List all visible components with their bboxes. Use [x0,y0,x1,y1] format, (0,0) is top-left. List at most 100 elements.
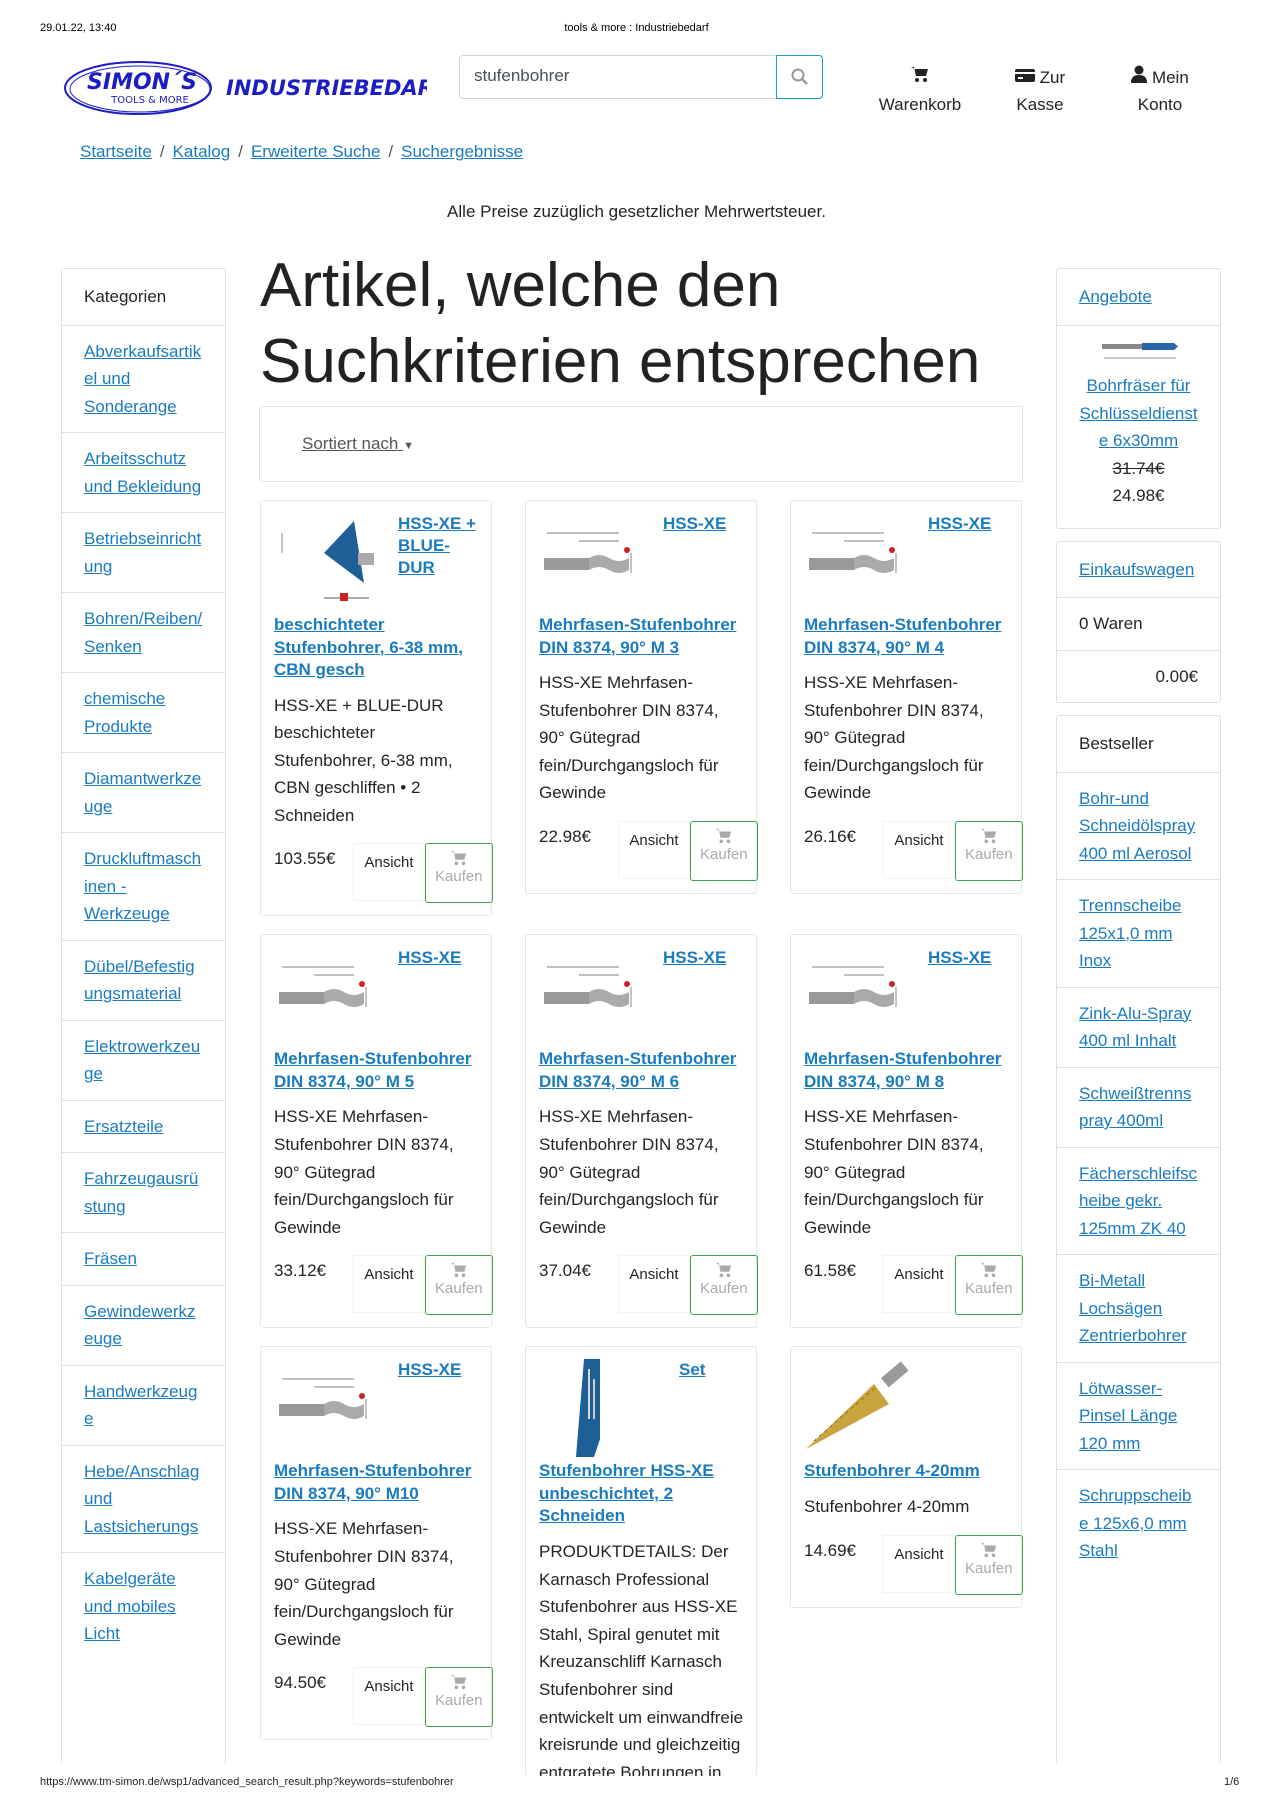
category-link[interactable]: Gewindewerkzeuge [84,1301,196,1349]
site-logo[interactable]: SIMON´S TOOLS & MORE INDUSTRIEBEDARF [62,58,449,118]
product-title-link[interactable]: Mehrfasen-Stufenbohrer DIN 8374, 90° M 8 [804,1049,1002,1091]
product-title-link[interactable]: Stufenbohrer 4-20mm [804,1461,980,1481]
product-tag-link[interactable]: HSS-XE [928,948,992,968]
product-title-link[interactable]: Mehrfasen-Stufenbohrer DIN 8374, 90° M 3 [539,615,737,657]
buy-button[interactable]: Kaufen [954,1534,1023,1595]
product-price: 14.69€ [804,1540,856,1560]
sidebar-category-item: Ersatzteile [62,1101,225,1153]
user-icon [1131,65,1148,83]
product-image-blue-cone[interactable] [274,513,394,613]
breadcrumb-erweiterte-suche[interactable]: Erweiterte Suche [250,142,381,161]
product-tag-link[interactable]: HSS-XE [398,948,462,968]
category-link[interactable]: Arbeitsschutz und Bekleidung [84,449,202,496]
product-tag-link[interactable]: HSS-XE [663,948,727,968]
view-button[interactable]: Ansicht [883,1255,955,1314]
category-link[interactable]: chemische Produkte [84,689,166,736]
product-image-drill-drawing[interactable] [539,513,659,613]
category-link[interactable]: Abverkaufsartikel und Sonderange [84,341,202,416]
product-tag-link[interactable]: HSS-XE + BLUE-DUR [398,514,476,577]
svg-text:INDUSTRIEBEDARF: INDUSTRIEBEDARF [226,76,427,100]
product-title-link[interactable]: Mehrfasen-Stufenbohrer DIN 8374, 90° M 5 [274,1049,472,1091]
search-button[interactable] [776,55,823,99]
bestseller-item: Trennscheibe 125x1,0 mm Inox [1057,880,1220,988]
breadcrumb-startseite[interactable]: Startseite [80,142,152,161]
category-link[interactable]: Ersatzteile [84,1116,164,1136]
category-link[interactable]: Fahrzeugausrüstung [84,1169,199,1216]
product-image-drill-drawing[interactable] [539,947,659,1047]
offer-product-image[interactable] [1094,338,1184,364]
bestseller-link[interactable]: Bi-Metall Lochsägen Zentrierbohrer [1079,1271,1187,1345]
breadcrumb-suchergebnisse[interactable]: Suchergebnisse [401,142,524,161]
page-title: Artikel, welche den Suchkriterien entspr… [260,251,981,396]
buy-button[interactable]: Kaufen [424,1255,493,1316]
buy-button[interactable]: Kaufen [954,820,1023,881]
category-link[interactable]: Handwerkzeuge [84,1381,198,1429]
view-button[interactable]: Ansicht [883,820,955,879]
product-tag-link[interactable]: Set [679,1360,706,1380]
bestseller-link[interactable]: Zink-Alu-Spray 400 ml Inhalt [1079,1003,1192,1051]
view-button[interactable]: Ansicht [883,1534,955,1593]
bestseller-link[interactable]: Schruppscheibe 125x6,0 mm Stahl [1079,1486,1192,1560]
offers-title[interactable]: Angebote [1079,287,1152,306]
sort-dropdown[interactable]: Sortiert nach ▼ [302,434,414,454]
product-title-link[interactable]: beschichteter Stufenbohrer, 6-38 mm, CBN… [274,615,463,679]
category-link[interactable]: Diamantwerkzeuge [84,769,202,816]
product-card: HSS-XE Mehrfasen-Stufenbohrer DIN 8374, … [790,500,1023,894]
category-link[interactable]: Elektrowerkzeuge [84,1036,201,1084]
product-image-drill-drawing[interactable] [274,1359,394,1459]
buy-button[interactable]: Kaufen [954,1255,1023,1316]
view-button[interactable]: Ansicht [618,1255,690,1314]
product-image-drill-drawing[interactable] [804,947,924,1047]
view-button[interactable]: Ansicht [618,820,690,879]
product-image-drill-drawing[interactable] [274,947,394,1047]
search-input[interactable]: stufenbohrer [474,66,570,85]
category-link[interactable]: Druckluftmaschinen - Werkzeuge [84,849,202,923]
checkout-link[interactable]: Zur Kasse [1000,64,1080,118]
view-button[interactable]: Ansicht [353,1667,425,1726]
product-price: 33.12€ [274,1261,326,1281]
product-image-gold-cone[interactable] [804,1359,924,1459]
product-image-drill-drawing[interactable] [804,513,924,613]
buy-button[interactable]: Kaufen [424,1667,493,1728]
breadcrumb-katalog[interactable]: Katalog [172,142,231,161]
category-link[interactable]: Fräsen [84,1249,137,1268]
category-link[interactable]: Hebe/Anschlag und Lastsicherungs [84,1461,200,1536]
bestseller-link[interactable]: Trennscheibe 125x1,0 mm Inox [1079,896,1182,970]
view-button[interactable]: Ansicht [353,843,425,902]
offer-product-link[interactable]: Bohrfräser für Schlüsseldienste 6x30mm [1079,376,1198,450]
category-link[interactable]: Dübel/Befestigungsmaterial [84,956,195,1004]
buy-button[interactable]: Kaufen [424,843,493,904]
product-actions: 26.16€ Ansicht Kaufen [804,820,1023,881]
offer-old-price: 31.74€ [1112,458,1165,478]
buy-button[interactable]: Kaufen [689,820,758,881]
view-button[interactable]: Ansicht [353,1255,425,1314]
product-tag-link[interactable]: HSS-XE [663,514,727,533]
bestseller-item: Fächerschleifscheibe gekr. 125mm ZK 40 [1057,1148,1220,1255]
buy-button[interactable]: Kaufen [689,1255,758,1316]
bestseller-item: Bohr-und Schneidölspray 400 ml Aerosol [1057,773,1220,880]
cart-box-title[interactable]: Einkaufswagen [1079,559,1195,579]
cart-link[interactable]: Warenkorb [870,64,970,118]
category-link[interactable]: Bohren/Reiben/Senken [84,609,203,656]
product-title-link[interactable]: Stufenbohrer HSS-XE unbeschichtet, 2 Sch… [539,1461,714,1526]
sidebar-category-item: Betriebseinrichtung [62,513,225,593]
bestseller-link[interactable]: Schweißtrennspray 400ml [1079,1083,1192,1131]
category-link[interactable]: Kabelgeräte und mobiles Licht [84,1569,176,1643]
account-link[interactable]: Mein Konto [1115,64,1205,118]
product-title-link[interactable]: Mehrfasen-Stufenbohrer DIN 8374, 90° M 4 [804,615,1002,657]
categories-sidebar: Kategorien Abverkaufsartikel und Sondera… [61,268,226,1764]
bestseller-link[interactable]: Bohr-und Schneidölspray 400 ml Aerosol [1079,788,1196,863]
bestseller-link[interactable]: Lötwasser-Pinsel Länge 120 mm [1079,1378,1178,1453]
product-actions: 33.12€ Ansicht Kaufen [274,1255,493,1316]
product-title-link[interactable]: Mehrfasen-Stufenbohrer DIN 8374, 90° M10 [274,1461,472,1503]
category-link[interactable]: Betriebseinrichtung [84,529,202,576]
product-tag-link[interactable]: HSS-XE [398,1360,462,1380]
product-card: HSS-XE Mehrfasen-Stufenbohrer DIN 8374, … [525,500,758,894]
cart-icon [980,1263,996,1278]
product-tag-link[interactable]: HSS-XE [928,514,992,533]
product-title-link[interactable]: Mehrfasen-Stufenbohrer DIN 8374, 90° M 6 [539,1049,737,1091]
product-actions: 61.58€ Ansicht Kaufen [804,1255,1023,1316]
checkout-label-2: Kasse [1016,95,1064,114]
bestseller-link[interactable]: Fächerschleifscheibe gekr. 125mm ZK 40 [1079,1163,1198,1238]
product-image-blue-set-case[interactable] [539,1359,659,1459]
